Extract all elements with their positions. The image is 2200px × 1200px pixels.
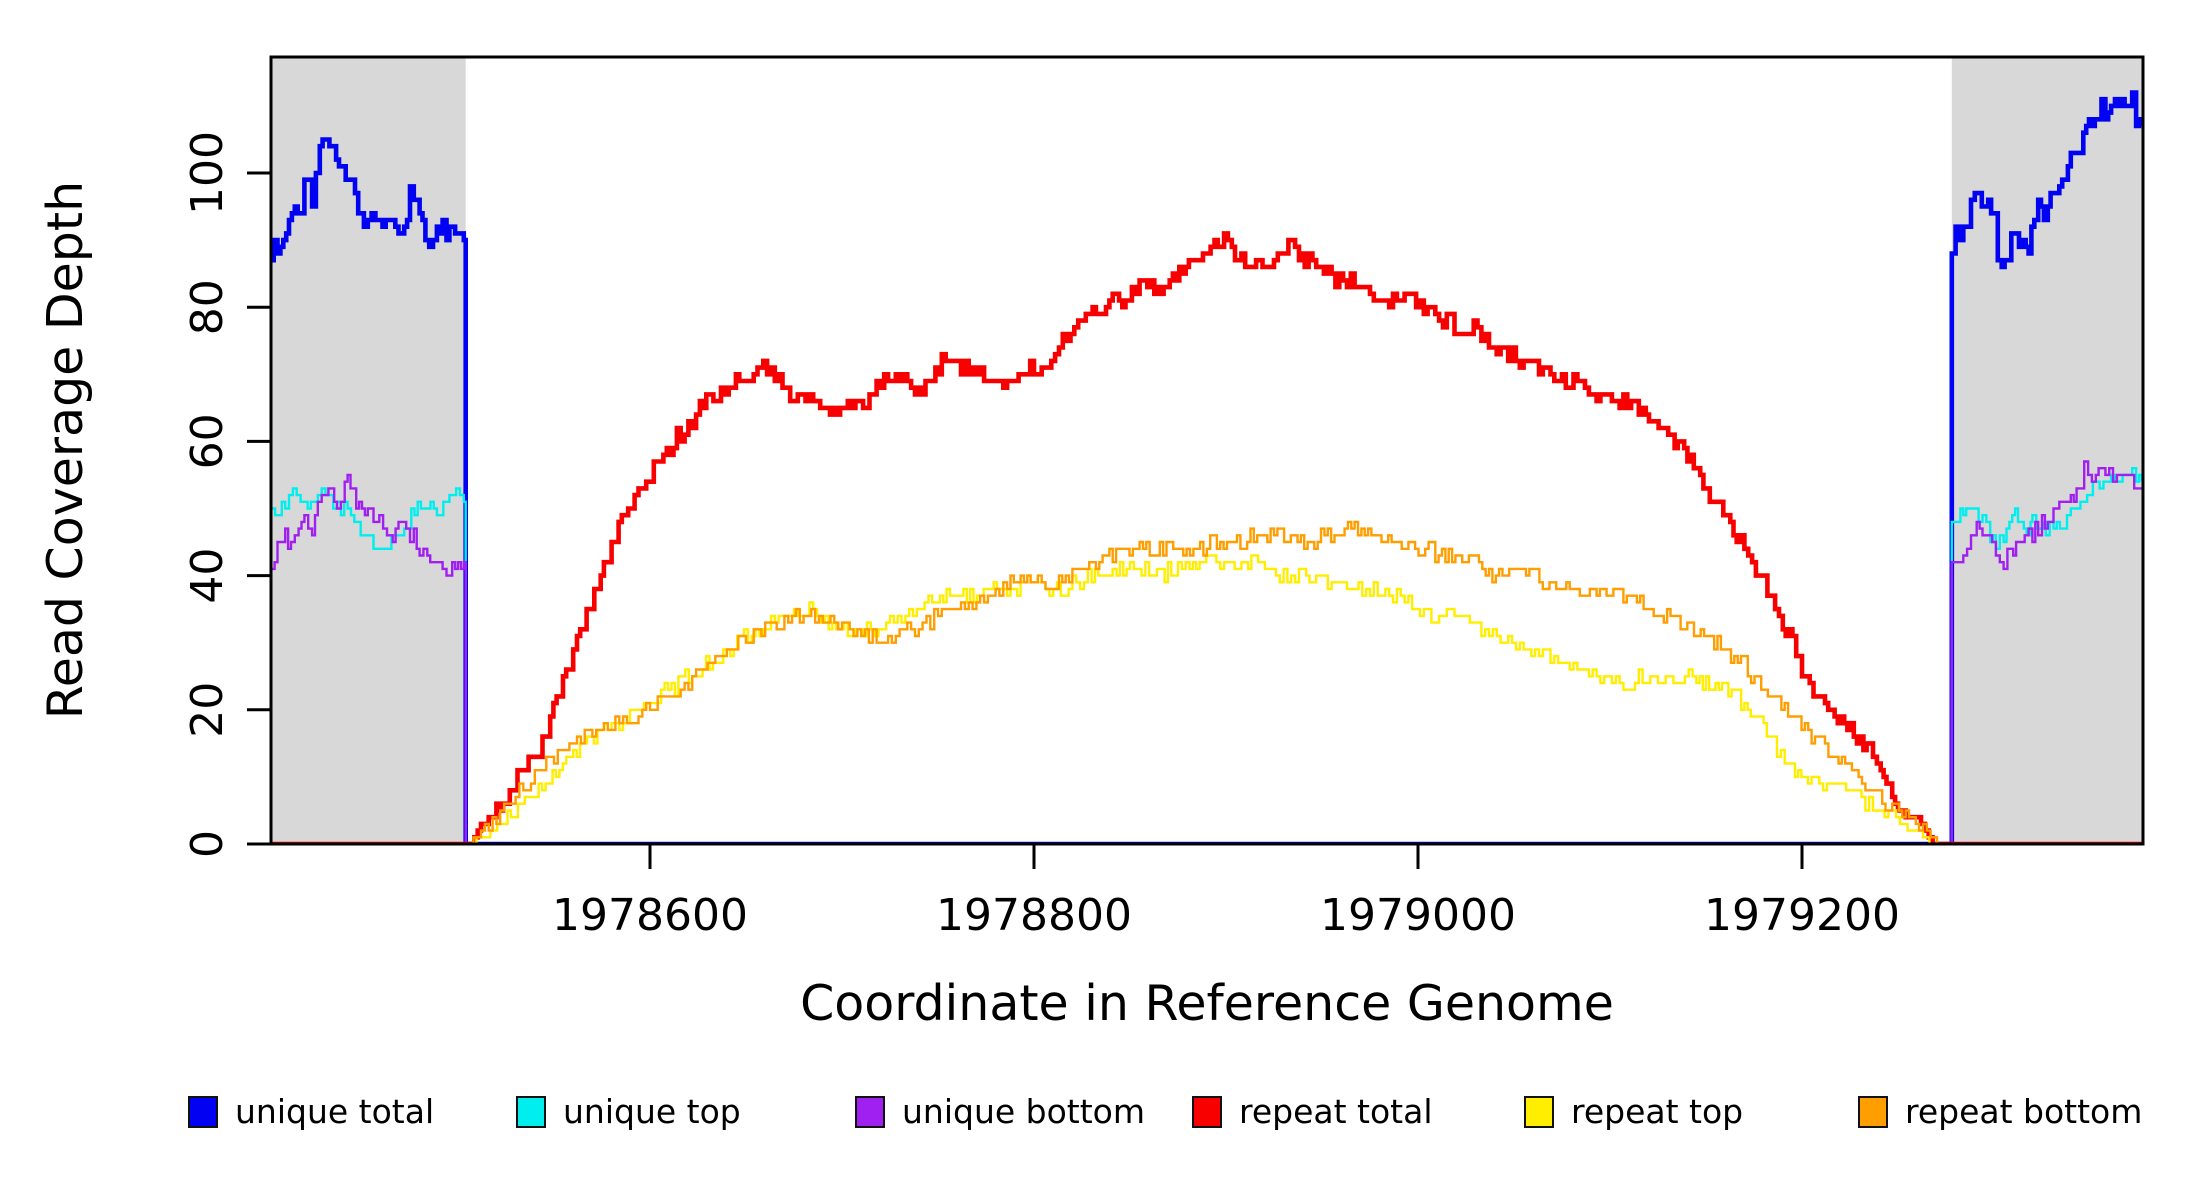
shaded-region-right-flank [1951,57,2144,844]
y-tick-label: 0 [182,830,233,858]
y-tick-label: 20 [182,682,233,738]
series-line-repeat-total [271,231,2142,844]
series-line-unique-top [271,467,2143,844]
legend-item-unique-bottom: unique bottom [855,1092,1145,1132]
legend-label: unique total [235,1092,435,1131]
series-line-repeat-bottom [271,520,2142,844]
legend-swatch-repeat-total [1192,1096,1222,1128]
x-tick-label: 1979200 [1704,890,1900,941]
x-tick-label: 1979000 [1320,890,1516,941]
legend-item-repeat-bottom: repeat bottom [1858,1092,2142,1132]
legend-swatch-repeat-top [1524,1096,1554,1128]
x-tick-label: 1978600 [552,890,748,941]
legend-label: repeat total [1239,1092,1433,1131]
y-tick-label: 40 [182,548,233,604]
shaded-regions [271,57,2144,844]
y-tick-label: 60 [182,413,233,469]
legend-swatch-repeat-bottom [1858,1096,1888,1128]
legend-item-unique-top: unique top [516,1092,741,1132]
y-tick-label: 80 [182,279,233,335]
legend-item-repeat-top: repeat top [1524,1092,1743,1132]
legend-swatch-unique-top [516,1096,546,1128]
legend-label: repeat top [1571,1092,1744,1131]
legend-label: repeat bottom [1905,1092,2143,1131]
y-axis-title: Read Coverage Depth [37,181,94,719]
plot-box-border [269,55,2145,846]
chart-legend: unique total unique top unique bottom repea… [0,1092,2200,1152]
x-tick-label: 1978800 [936,890,1132,941]
shaded-region-left-flank [271,57,466,844]
x-axis-title: Coordinate in Reference Genome [800,975,1614,1032]
legend-swatch-unique-bottom [855,1096,885,1128]
y-tick-label: 100 [182,131,233,215]
series-line-repeat-top [271,554,2142,844]
axis-ticks [247,171,1804,869]
legend-item-unique-total: unique total [188,1092,434,1132]
series-line-unique-bottom [271,460,2142,844]
legend-label: unique bottom [902,1092,1146,1131]
series-lines [271,90,2143,844]
legend-swatch-unique-total [188,1096,218,1128]
chart-canvas: 1978600 1978800 1979000 1979200 0 20 40 60 80 100… [37,55,2145,1032]
axis-tick-labels: 1978600 1978800 1979000 1979200 0 20 40 60 80 100 [182,131,1900,941]
legend-item-repeat-total: repeat total [1192,1092,1433,1132]
legend-label: unique top [563,1092,741,1131]
